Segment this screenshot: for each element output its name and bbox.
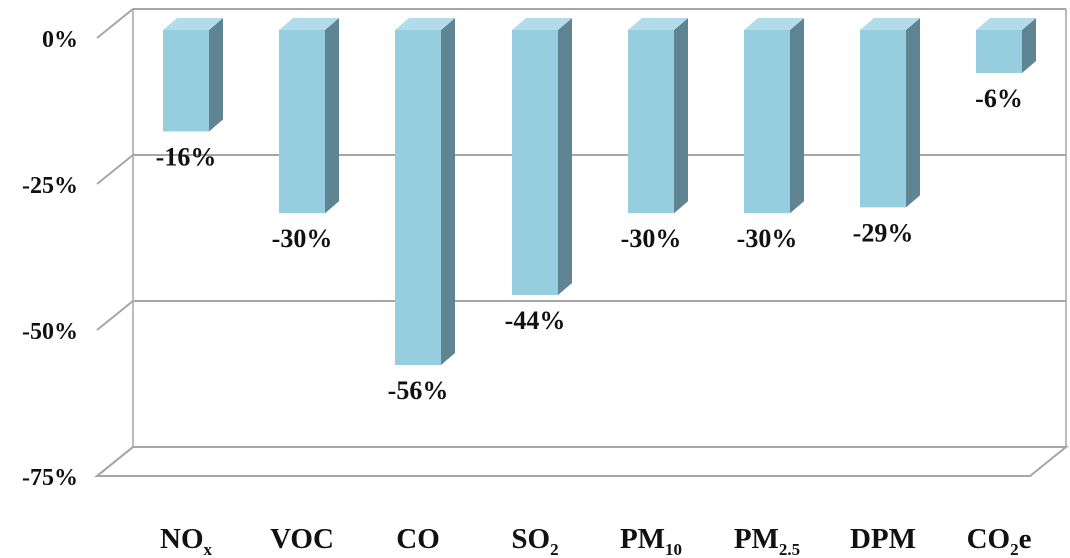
gridline-diagonal [96,8,134,39]
x-tick-label-subscript: 2 [1010,540,1019,558]
bar [628,18,688,214]
data-labels: -16% -30% -56% -44% -30% -30% -29% -6% [156,84,1023,405]
data-label: -56% [388,376,449,405]
gridline-diagonal [96,154,134,185]
y-tick-label: -75% [22,465,78,491]
bar-side-face [441,18,455,366]
chart-floor [94,446,1069,477]
x-axis-category-labels: NOx VOC CO SO2 PM10 PM2.5 DPM CO2e [160,523,1032,558]
data-label: -30% [737,224,798,253]
gridline-diagonal [96,446,134,477]
x-tick-label: SO2 [511,523,558,558]
y-tick-label: -25% [22,173,78,199]
bar [976,18,1036,74]
data-label: -6% [975,84,1023,113]
x-tick-label-subscript: 2.5 [779,540,800,558]
x-tick-label: PM2.5 [734,523,800,558]
y-tick-label: -50% [22,319,78,345]
bar-side-face [209,18,223,132]
bar-front-face [512,30,558,295]
data-label: -44% [505,306,566,335]
bar-front-face [395,30,441,366]
gridlines [94,8,1069,477]
bar [860,18,920,208]
x-tick-label-main: DPM [850,523,916,555]
x-tick-label: DPM [850,523,916,555]
x-tick-label-subscript: 10 [665,540,682,558]
bar-front-face [628,30,674,214]
bars [163,18,1036,366]
x-tick-label-subscript: x [204,540,213,558]
bar-top-face [628,18,688,30]
bar-top-face [744,18,804,30]
y-tick-label: 0% [42,27,78,53]
bar-front-face [163,30,209,132]
y-axis-tick-labels: 0% -25% -50% -75% [22,27,78,491]
bar-side-face [906,18,920,208]
bar-side-face [790,18,804,214]
x-tick-label-main: SO [511,523,550,555]
bar-front-face [976,30,1022,74]
bar-top-face [279,18,339,30]
x-tick-label: NOx [160,523,213,558]
bar-top-face [860,18,920,30]
bar-side-face [674,18,688,214]
data-label: -30% [621,224,682,253]
x-tick-label: PM10 [620,523,682,558]
bar-front-face [744,30,790,214]
bar-top-face [512,18,572,30]
x-tick-label: VOC [270,523,334,555]
bar-side-face [325,18,339,214]
bar-top-face [163,18,223,30]
data-label: -16% [156,142,217,171]
x-tick-label-suffix: e [1019,523,1032,555]
bar-top-face [976,18,1036,30]
data-label: -30% [272,224,333,253]
x-tick-label-main: NO [160,523,204,555]
x-tick-label: CO2e [967,523,1032,558]
x-tick-label-main: CO [967,523,1011,555]
gridline-diagonal [96,300,134,331]
bar [163,18,223,132]
bar-side-face [1022,18,1036,74]
x-tick-label-main: CO [396,523,440,555]
x-tick-label-main: VOC [270,523,334,555]
data-label: -29% [853,218,914,247]
x-tick-label-main: PM [620,523,665,555]
bar [279,18,339,214]
bar [744,18,804,214]
x-tick-label: CO [396,523,440,555]
x-tick-label-main: PM [734,523,779,555]
bar [395,18,455,366]
x-tick-label-subscript: 2 [550,540,559,558]
bar-front-face [279,30,325,214]
bar [512,18,572,295]
bar-front-face [860,30,906,208]
bar-top-face [395,18,455,30]
bar-side-face [558,18,572,295]
